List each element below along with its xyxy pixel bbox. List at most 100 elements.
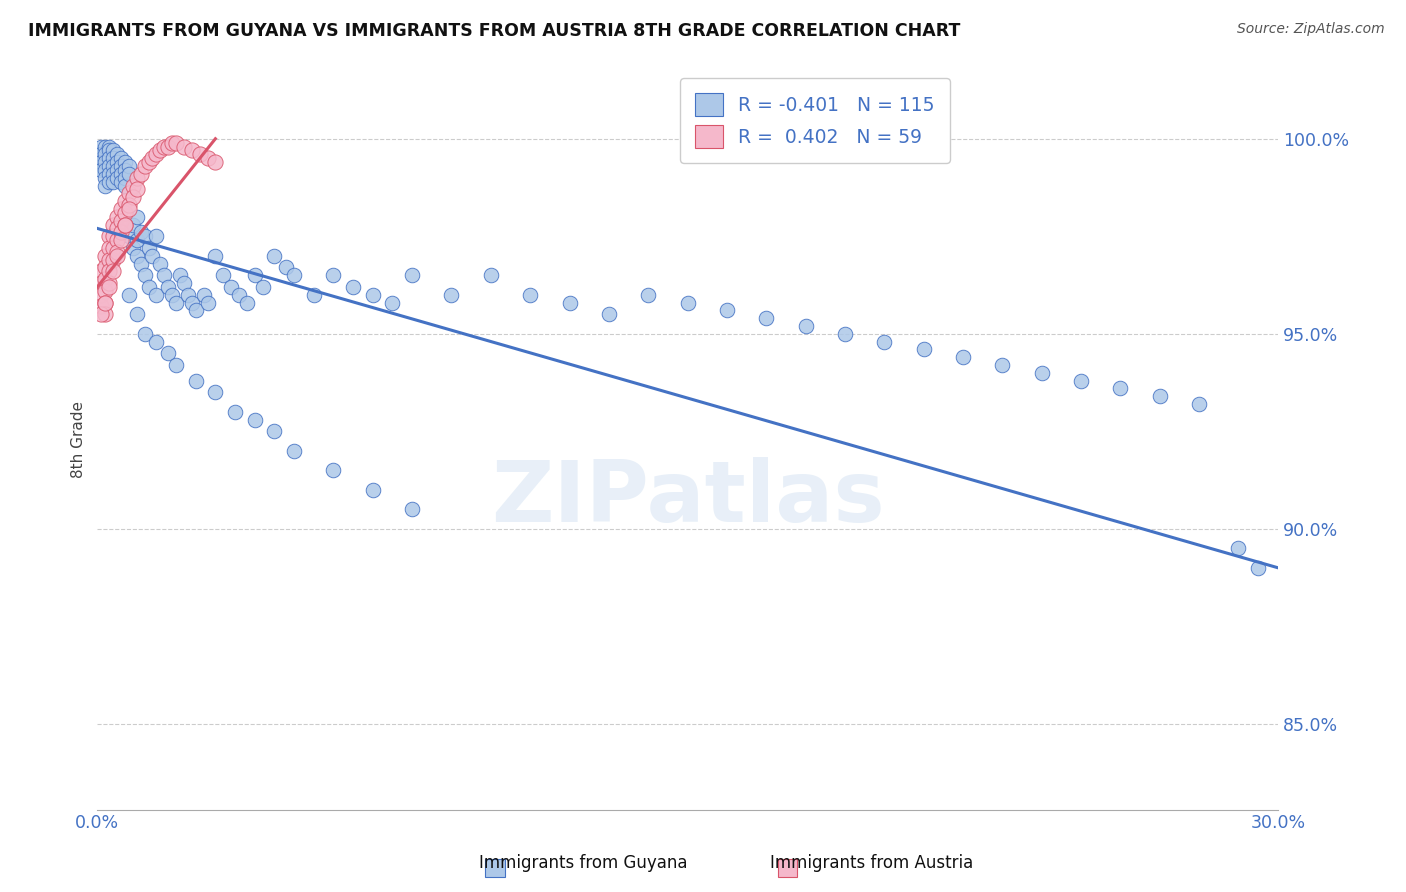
Point xyxy=(101,241,124,255)
Point xyxy=(105,249,128,263)
Point xyxy=(125,170,148,185)
Point xyxy=(129,167,152,181)
Point xyxy=(676,295,699,310)
Point xyxy=(834,326,856,341)
Point xyxy=(114,155,136,169)
Point xyxy=(755,311,778,326)
Point xyxy=(263,424,285,438)
Point xyxy=(165,136,187,150)
Point xyxy=(90,147,112,161)
Point xyxy=(145,334,167,349)
Point xyxy=(98,139,121,153)
Point xyxy=(224,405,246,419)
Point xyxy=(98,144,121,158)
Point xyxy=(118,167,141,181)
Point xyxy=(125,307,148,321)
Point xyxy=(184,374,207,388)
Legend: R = -0.401   N = 115, R =  0.402   N = 59: R = -0.401 N = 115, R = 0.402 N = 59 xyxy=(681,78,949,163)
Point xyxy=(1031,366,1053,380)
Point xyxy=(121,178,143,193)
Point xyxy=(98,252,121,267)
Point xyxy=(90,300,112,314)
Point xyxy=(138,241,160,255)
Point xyxy=(149,144,172,158)
Point xyxy=(90,155,112,169)
Point xyxy=(342,280,364,294)
Point xyxy=(361,483,384,497)
Point xyxy=(381,295,404,310)
Point xyxy=(228,287,250,301)
Point xyxy=(361,287,384,301)
Point xyxy=(98,229,121,244)
Point xyxy=(98,151,121,165)
Point xyxy=(145,229,167,244)
Point xyxy=(637,287,659,301)
Point xyxy=(134,229,156,244)
Point xyxy=(114,206,136,220)
Point xyxy=(157,346,180,360)
Point xyxy=(165,295,187,310)
Point xyxy=(90,307,112,321)
Point xyxy=(90,139,112,153)
Point xyxy=(110,159,132,173)
Point xyxy=(110,225,132,239)
Point xyxy=(101,252,124,267)
Point xyxy=(101,167,124,181)
Point xyxy=(184,303,207,318)
Point xyxy=(322,463,344,477)
Point xyxy=(98,264,121,278)
Point xyxy=(134,326,156,341)
Point xyxy=(193,287,215,301)
Point xyxy=(118,186,141,201)
Point xyxy=(252,280,274,294)
Point xyxy=(169,268,191,283)
Point xyxy=(1070,374,1092,388)
Point xyxy=(141,151,163,165)
Point xyxy=(157,280,180,294)
Point xyxy=(401,268,423,283)
Point xyxy=(110,202,132,216)
Point xyxy=(160,136,183,150)
Point xyxy=(94,147,117,161)
Point xyxy=(125,233,148,247)
Point xyxy=(114,194,136,208)
Point xyxy=(110,175,132,189)
Point xyxy=(1247,560,1270,574)
Point xyxy=(110,233,132,247)
Point xyxy=(153,139,176,153)
Point xyxy=(98,167,121,181)
Point xyxy=(110,151,132,165)
Point xyxy=(160,287,183,301)
Point xyxy=(212,268,235,283)
Point xyxy=(118,198,141,212)
Point xyxy=(165,358,187,372)
Point xyxy=(105,210,128,224)
Point xyxy=(197,295,219,310)
Point xyxy=(141,249,163,263)
Text: IMMIGRANTS FROM GUYANA VS IMMIGRANTS FROM AUSTRIA 8TH GRADE CORRELATION CHART: IMMIGRANTS FROM GUYANA VS IMMIGRANTS FRO… xyxy=(28,22,960,40)
Point xyxy=(145,287,167,301)
Point xyxy=(1109,381,1132,395)
Point xyxy=(94,139,117,153)
Point xyxy=(204,249,226,263)
Point xyxy=(118,202,141,216)
Point xyxy=(219,280,242,294)
Point xyxy=(101,264,124,278)
Point xyxy=(479,268,502,283)
Point xyxy=(283,268,305,283)
Point xyxy=(873,334,896,349)
Point xyxy=(98,159,121,173)
Point xyxy=(149,256,172,270)
Point xyxy=(188,147,211,161)
Point xyxy=(302,287,325,301)
Point xyxy=(90,264,112,278)
Point xyxy=(90,287,112,301)
Point xyxy=(121,218,143,232)
Point xyxy=(173,276,195,290)
Point xyxy=(794,318,817,333)
Point xyxy=(204,155,226,169)
Point xyxy=(110,213,132,227)
Point xyxy=(101,218,124,232)
Point xyxy=(180,144,202,158)
Point xyxy=(1227,541,1250,556)
